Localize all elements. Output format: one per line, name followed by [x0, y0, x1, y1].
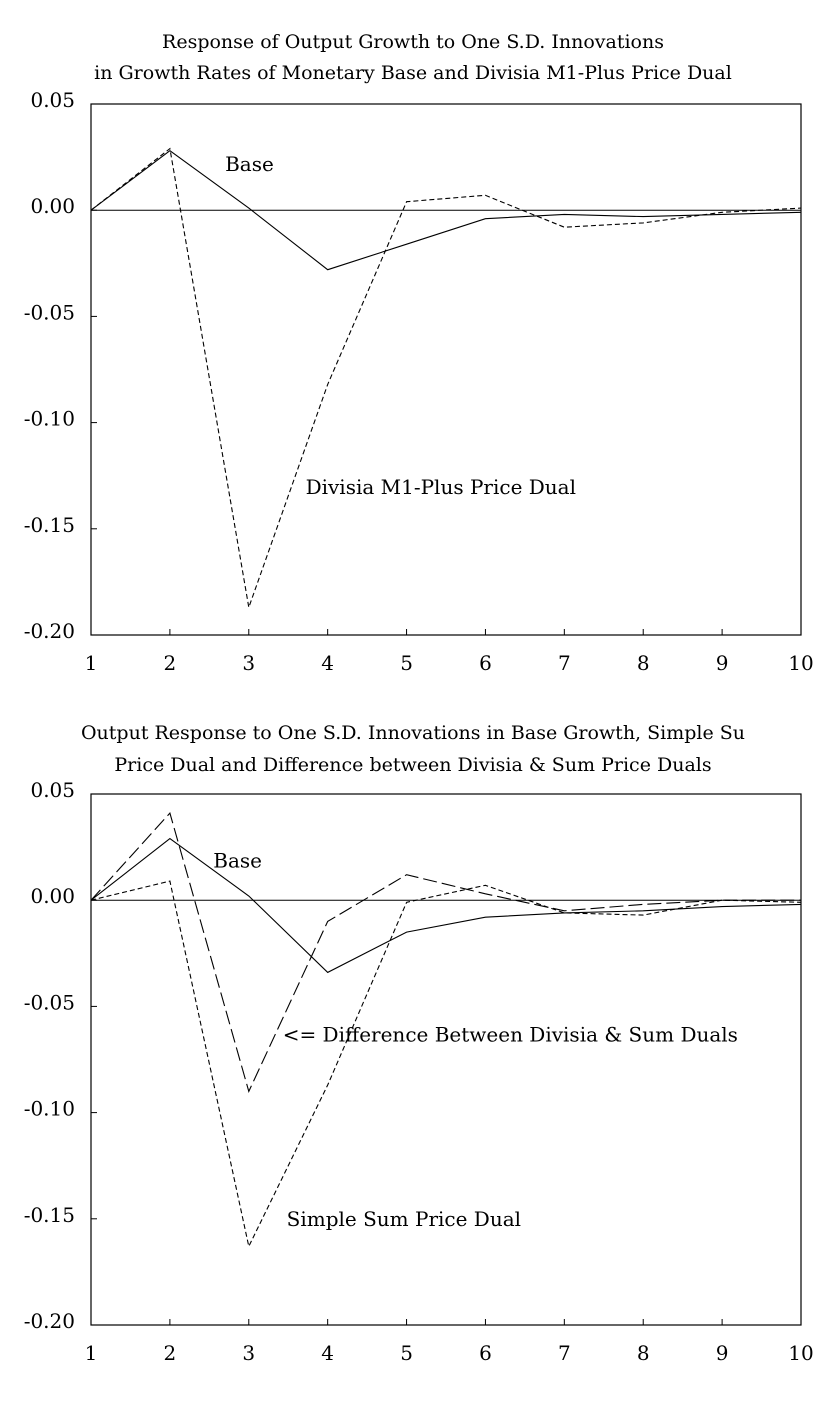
- x-tick-label: 9: [716, 1341, 729, 1365]
- x-tick-label: 5: [400, 651, 413, 675]
- series-line-difference-between-divisia-sum-duals: [90, 811, 801, 1093]
- x-tick-label: 3: [242, 1341, 255, 1365]
- x-tick-label: 3: [242, 651, 255, 675]
- x-tick-label: 7: [558, 1341, 571, 1365]
- y-tick-label: -0.15: [24, 513, 75, 537]
- series-line-base: [90, 150, 802, 271]
- series-annotation: Divisia M1-Plus Price Dual: [306, 475, 576, 499]
- x-tick-label: 7: [558, 651, 571, 675]
- x-tick-label: 6: [479, 651, 492, 675]
- y-tick-label: -0.05: [24, 990, 75, 1014]
- y-tick-label: -0.05: [24, 300, 75, 324]
- x-tick-label: 2: [164, 1341, 177, 1365]
- chart-title-line-2: Price Dual and Difference between Divisi…: [114, 754, 711, 776]
- series-annotation: Base: [213, 848, 262, 872]
- y-tick-label: -0.10: [24, 1097, 75, 1121]
- y-tick-label: -0.20: [24, 619, 75, 643]
- chart-title-line-1: Output Response to One S.D. Innovations …: [81, 722, 745, 744]
- series-line-divisia-m1-plus-price-dual: [90, 147, 802, 610]
- y-tick-label: -0.10: [24, 407, 75, 431]
- y-tick-label: -0.20: [24, 1309, 75, 1333]
- x-tick-label: 1: [85, 651, 98, 675]
- series-line-base: [90, 837, 802, 974]
- y-tick-label: -0.15: [24, 1203, 75, 1227]
- y-tick-label: 0.05: [30, 88, 75, 112]
- plot-frame: [90, 103, 802, 636]
- x-tick-label: 10: [788, 1341, 813, 1365]
- series-annotation: Simple Sum Price Dual: [287, 1207, 521, 1231]
- y-tick-label: 0.00: [30, 884, 75, 908]
- plot-frame: [90, 793, 802, 1326]
- series-line-simple-sum-price-dual: [90, 880, 802, 1249]
- x-tick-label: 6: [479, 1341, 492, 1365]
- chart-panel-2: Output Response to One S.D. Innovations …: [24, 722, 814, 1365]
- chart-title-line-2: in Growth Rates of Monetary Base and Div…: [94, 62, 732, 84]
- x-tick-label: 1: [85, 1341, 98, 1365]
- x-tick-label: 2: [164, 651, 177, 675]
- chart-panel-1: Response of Output Growth to One S.D. In…: [24, 31, 814, 675]
- x-tick-label: 4: [321, 651, 334, 675]
- y-tick-label: 0.00: [30, 194, 75, 218]
- y-tick-label: 0.05: [30, 778, 75, 802]
- series-annotation: <= Difference Between Divisia & Sum Dual…: [283, 1022, 738, 1046]
- x-tick-label: 8: [637, 1341, 650, 1365]
- x-tick-label: 10: [788, 651, 813, 675]
- x-tick-label: 8: [637, 651, 650, 675]
- x-tick-label: 9: [716, 651, 729, 675]
- chart-title-line-1: Response of Output Growth to One S.D. In…: [162, 31, 664, 53]
- x-tick-label: 4: [321, 1341, 334, 1365]
- series-annotation: Base: [225, 152, 274, 176]
- x-tick-label: 5: [400, 1341, 413, 1365]
